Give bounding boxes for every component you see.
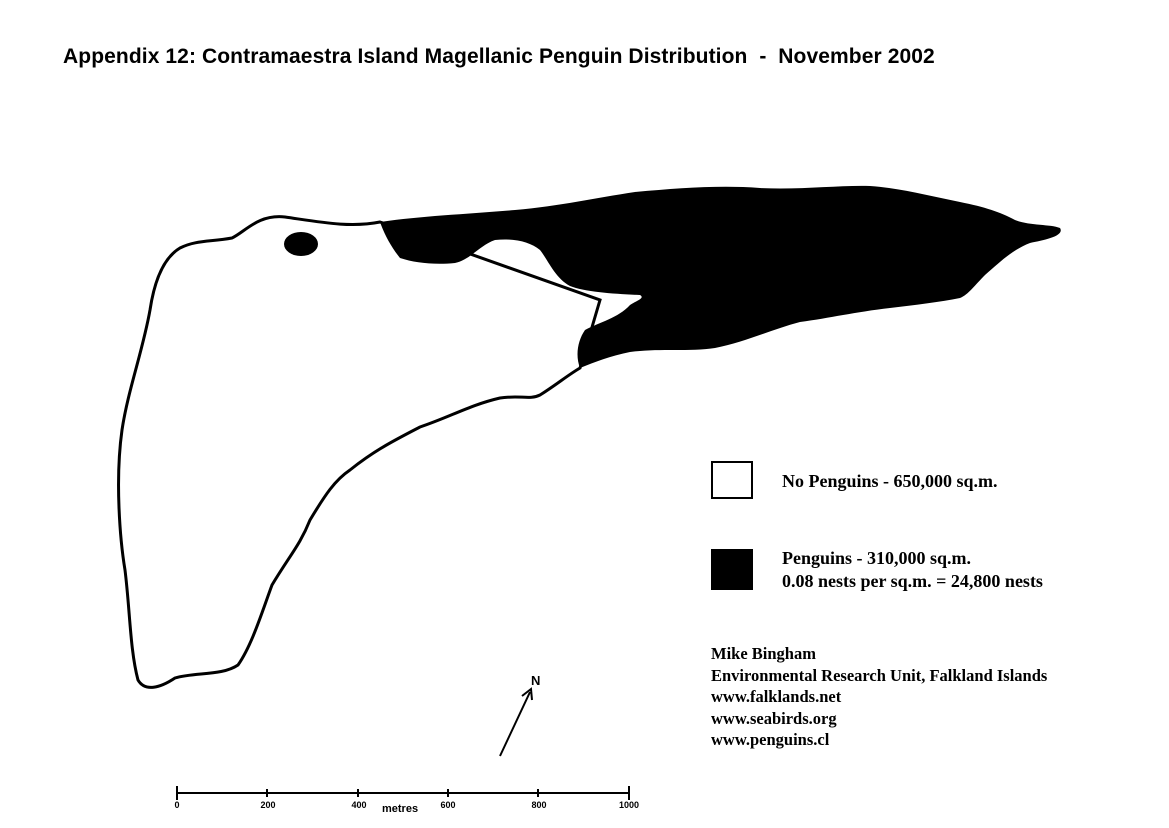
scale-tick-label: 600 [440, 800, 456, 810]
island-outline [117, 215, 602, 689]
scale-tick-label: 400 [351, 800, 367, 810]
credit-organization: Environmental Research Unit, Falkland Is… [711, 665, 1048, 685]
scale-tick-label: 800 [531, 800, 547, 810]
legend-swatch-penguins [711, 549, 753, 590]
credit-link[interactable]: www.falklands.net [711, 687, 842, 706]
scale-unit-label: metres [382, 803, 419, 815]
scale-tick-label: 0 [174, 800, 180, 810]
legend-swatch-no-penguins [711, 461, 753, 499]
map-title: Appendix 12: Contramaestra Island Magell… [63, 45, 935, 68]
north-label: N [531, 673, 541, 688]
scale-tick-label: 200 [260, 800, 276, 810]
legend-penguins: Penguins - 310,000 sq.m. [782, 548, 972, 568]
north-arrow-shaft [499, 691, 531, 757]
penguin-area [380, 185, 1061, 368]
credit-link[interactable]: www.penguins.cl [711, 730, 830, 749]
scale-tick-label: 1000 [618, 800, 640, 810]
legend-nest-density: 0.08 nests per sq.m. = 24,800 nests [782, 571, 1043, 591]
penguin-islet [284, 232, 318, 256]
north-arrow-head [521, 687, 533, 701]
scale-bar [176, 786, 630, 800]
credit-author: Mike Bingham [711, 644, 816, 663]
credit-link[interactable]: www.seabirds.org [711, 708, 837, 728]
credits-block: Mike Bingham Environmental Research Unit… [711, 643, 1047, 751]
legend-no-penguins: No Penguins - 650,000 sq.m. [782, 471, 998, 491]
